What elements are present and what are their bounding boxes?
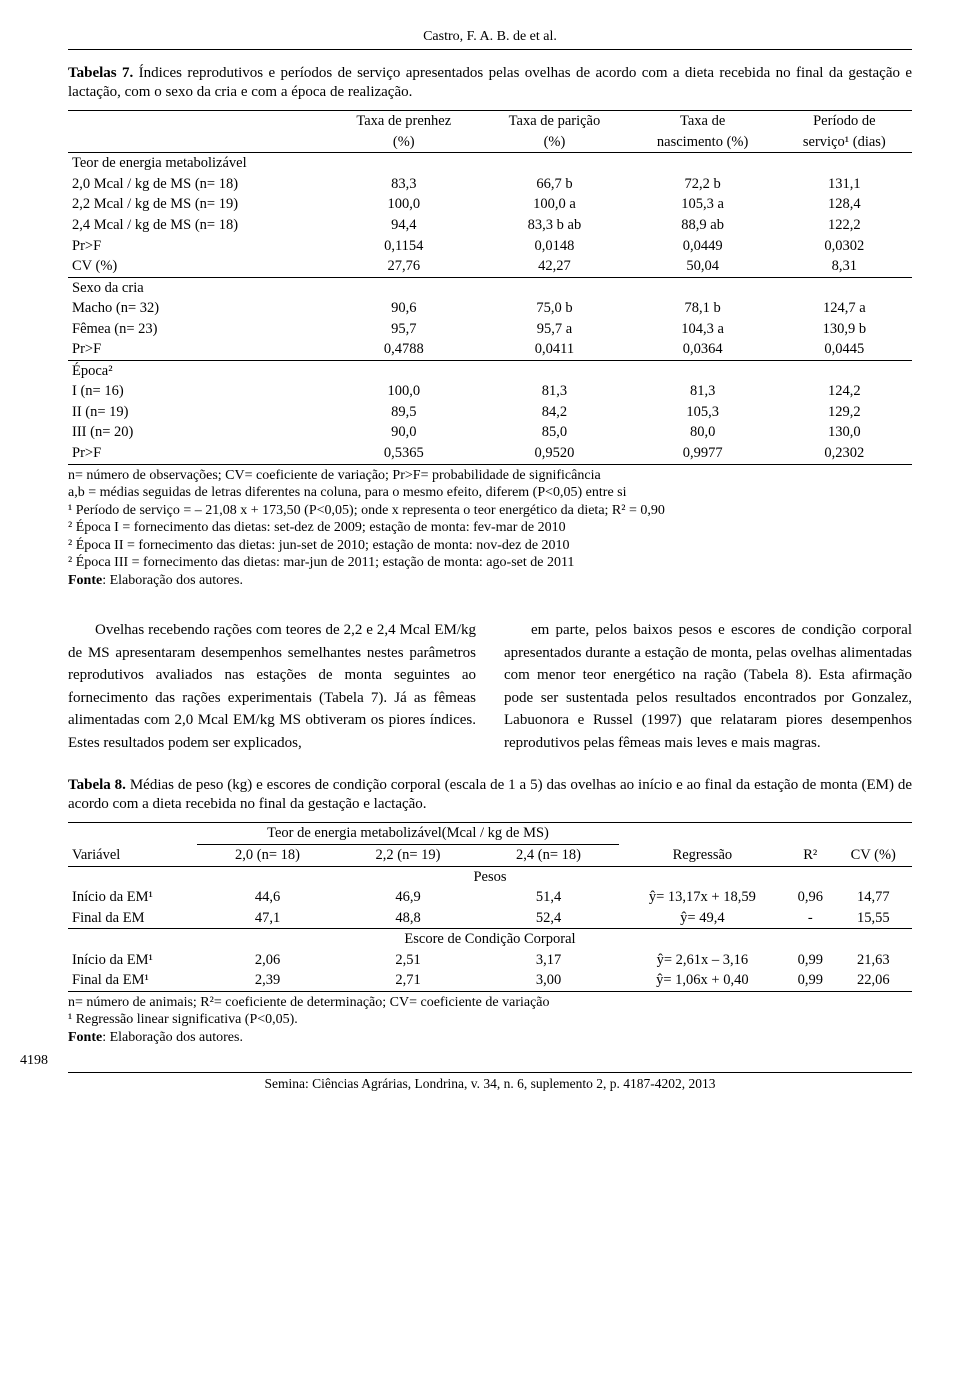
- table-row: Início da EM¹44,646,951,4ŷ= 13,17x + 18,…: [68, 887, 912, 908]
- t7-h1a: Taxa de prenhez: [327, 111, 480, 132]
- t7-sec-energia: Teor de energia metabolizável: [68, 153, 912, 174]
- t7-h3a: Taxa de: [629, 111, 777, 132]
- table8-footnotes: n= número de animais; R²= coeficiente de…: [68, 994, 912, 1047]
- table-row: 2,0 Mcal / kg de MS (n= 18)83,366,7 b72,…: [68, 174, 912, 195]
- t8-fn: n= número de animais; R²= coeficiente de…: [68, 994, 912, 1012]
- t7-source-label: Fonte: [68, 573, 102, 588]
- t8-sec-escore: Escore de Condição Corporal: [68, 929, 912, 950]
- table-row: Fêmea (n= 23)95,795,7 a104,3 a130,9 b: [68, 319, 912, 340]
- running-header: Castro, F. A. B. de et al.: [68, 28, 912, 50]
- t7-h4a: Período de: [777, 111, 912, 132]
- t7-fn: ¹ Período de serviço = – 21,08 x + 173,5…: [68, 502, 912, 520]
- table-row: Pr>F0,11540,01480,04490,0302: [68, 236, 912, 257]
- t8-fn: ¹ Regressão linear significativa (P<0,05…: [68, 1011, 912, 1029]
- table-row: Macho (n= 32)90,675,0 b78,1 b124,7 a: [68, 298, 912, 319]
- t7-fn: ² Época I = fornecimento das dietas: set…: [68, 519, 912, 537]
- t8-source-label: Fonte: [68, 1030, 102, 1045]
- table7: Taxa de prenhez Taxa de parição Taxa de …: [68, 110, 912, 464]
- table8: Teor de energia metabolizável(Mcal / kg …: [68, 822, 912, 991]
- table-row: Final da EM47,148,852,4ŷ= 49,4-15,55: [68, 908, 912, 929]
- t8-source-text: : Elaboração dos autores.: [102, 1030, 243, 1045]
- t8-h6: CV (%): [835, 845, 912, 867]
- t7-fn: n= número de observações; CV= coeficient…: [68, 467, 912, 485]
- t8-h0: Variável: [68, 845, 197, 867]
- table8-label: Tabela 8.: [68, 777, 126, 793]
- t7-fn: ² Época III = fornecimento das dietas: m…: [68, 554, 912, 572]
- table-row: 2,2 Mcal / kg de MS (n= 19)100,0100,0 a1…: [68, 194, 912, 215]
- t7-fn: a,b = médias seguidas de letras diferent…: [68, 484, 912, 502]
- t8-sec-pesos: Pesos: [68, 866, 912, 887]
- t8-h1: 2,0 (n= 18): [197, 845, 338, 867]
- page-number: 4198: [20, 1052, 912, 1070]
- body-left: Ovelhas recebendo rações com teores de 2…: [68, 619, 476, 754]
- t7-h1b: (%): [327, 132, 480, 153]
- table7-caption: Tabelas 7. Índices reprodutivos e períod…: [68, 64, 912, 102]
- table-row: I (n= 16)100,081,381,3124,2: [68, 381, 912, 402]
- table8-caption: Tabela 8. Médias de peso (kg) e escores …: [68, 776, 912, 814]
- body-columns: Ovelhas recebendo rações com teores de 2…: [68, 619, 912, 754]
- table-row: CV (%)27,7642,2750,048,31: [68, 256, 912, 277]
- t8-h5: R²: [786, 845, 835, 867]
- t7-source-text: : Elaboração dos autores.: [102, 573, 243, 588]
- t7-h2b: (%): [480, 132, 628, 153]
- t7-h2a: Taxa de parição: [480, 111, 628, 132]
- table-row: Final da EM¹2,392,713,00ŷ= 1,06x + 0,400…: [68, 970, 912, 991]
- table7-label: Tabelas 7.: [68, 65, 133, 81]
- table-row: Pr>F0,53650,95200,99770,2302: [68, 443, 912, 464]
- table7-footnotes: n= número de observações; CV= coeficient…: [68, 467, 912, 590]
- t8-h2: 2,2 (n= 19): [338, 845, 479, 867]
- table-row: Pr>F0,47880,04110,03640,0445: [68, 339, 912, 360]
- table-row: 2,4 Mcal / kg de MS (n= 18)94,483,3 b ab…: [68, 215, 912, 236]
- t8-h4: Regressão: [619, 845, 786, 867]
- body-right: em parte, pelos baixos pesos e escores d…: [504, 619, 912, 754]
- t7-sec-epoca: Época²: [68, 360, 912, 381]
- table7-caption-text: Índices reprodutivos e períodos de servi…: [68, 65, 912, 100]
- t8-group-header: Teor de energia metabolizável(Mcal / kg …: [197, 823, 619, 845]
- table-row: Início da EM¹2,062,513,17ŷ= 2,61x – 3,16…: [68, 950, 912, 971]
- t8-h3: 2,4 (n= 18): [478, 845, 619, 867]
- table-row: III (n= 20)90,085,080,0130,0: [68, 422, 912, 443]
- t7-h4b: serviço¹ (dias): [777, 132, 912, 153]
- t7-sec-sexo: Sexo da cria: [68, 277, 912, 298]
- t7-fn: ² Época II = fornecimento das dietas: ju…: [68, 537, 912, 555]
- table-row: II (n= 19)89,584,2105,3129,2: [68, 402, 912, 423]
- t7-h3b: nascimento (%): [629, 132, 777, 153]
- journal-footer: Semina: Ciências Agrárias, Londrina, v. …: [68, 1072, 912, 1092]
- table8-caption-text: Médias de peso (kg) e escores de condiçã…: [68, 777, 912, 812]
